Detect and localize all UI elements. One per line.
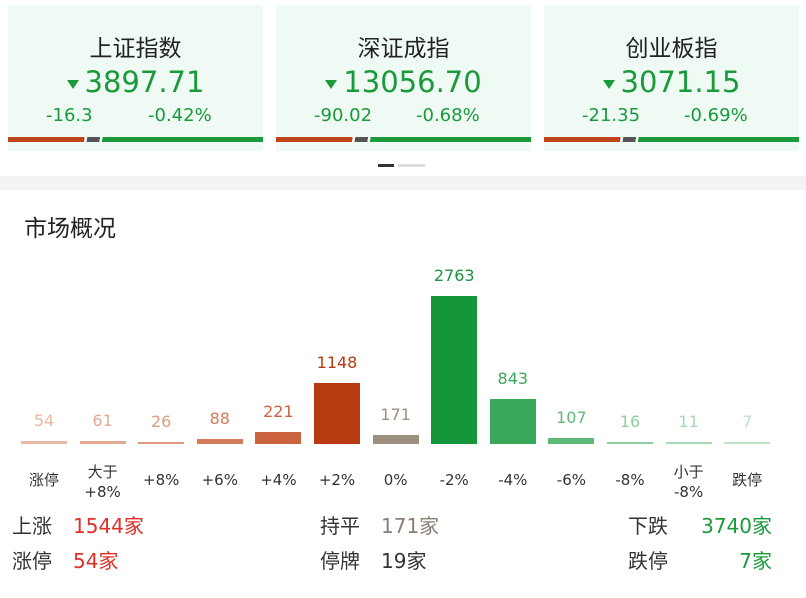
- bar: [431, 296, 478, 444]
- bar: [607, 442, 653, 444]
- index-name: 上证指数: [89, 36, 182, 62]
- bar: [255, 432, 302, 444]
- ratio-bar: [8, 137, 263, 142]
- bar: [372, 434, 419, 444]
- value-label: 26: [151, 412, 172, 431]
- index-value: 13056.70: [276, 65, 531, 99]
- section-title: 市场概况: [24, 216, 116, 242]
- index-card[interactable]: 创业板指 3071.15 -21.35 -0.69%: [544, 5, 799, 151]
- bar: [196, 439, 243, 444]
- category-label: +2%: [318, 471, 356, 489]
- index-name: 创业板指: [625, 36, 718, 62]
- index-pct: -0.42%: [148, 105, 212, 126]
- category-label: -4%: [498, 471, 528, 489]
- category-label: -6%: [556, 471, 586, 489]
- value-label: 7: [742, 412, 753, 431]
- summary-label: 下跌: [628, 514, 668, 538]
- bar: [724, 442, 771, 444]
- index-change: -16.3: [46, 105, 93, 126]
- category-label: 涨停: [28, 471, 59, 489]
- summary-label: 跌停: [628, 549, 668, 573]
- summary-value: 7家: [739, 549, 772, 573]
- summary-value: 54家: [73, 549, 119, 573]
- index-value: 3071.15: [544, 65, 799, 99]
- summary-label: 停牌: [320, 549, 360, 573]
- value-label: 16: [619, 412, 641, 431]
- category-label: +4%: [260, 471, 297, 489]
- bar: [79, 440, 126, 444]
- value-label: 107: [556, 408, 587, 428]
- index-name: 深证成指: [357, 36, 450, 62]
- value-label: 61: [92, 410, 113, 430]
- bar: [314, 382, 360, 444]
- category-label: 小于 -8%: [673, 463, 704, 501]
- summary-value: 1544家: [73, 514, 144, 538]
- value-label: 11: [678, 412, 699, 431]
- page-dot: [378, 164, 394, 167]
- value-label: 1148: [316, 352, 358, 372]
- category-label: +6%: [201, 471, 238, 489]
- summary-value: 171家: [381, 514, 440, 538]
- value-label: 843: [497, 368, 529, 388]
- value-label: 54: [33, 411, 55, 431]
- summary-label: 上涨: [12, 514, 52, 538]
- index-card[interactable]: 深证成指 13056.70 -90.02 -0.68%: [276, 5, 531, 151]
- bar: [548, 438, 595, 444]
- value-label: 221: [263, 402, 294, 422]
- category-label: -8%: [615, 471, 645, 489]
- index-change: -21.35: [582, 105, 641, 126]
- page-dot: [398, 164, 425, 167]
- summary-value: 3740家: [701, 514, 772, 538]
- index-value: 3897.71: [8, 65, 263, 99]
- value-label: 2763: [433, 266, 475, 285]
- category-label: 跌停: [732, 471, 763, 489]
- value-label: 171: [380, 404, 411, 424]
- bar: [665, 442, 712, 444]
- category-label: 0%: [383, 471, 408, 489]
- index-pct: -0.68%: [416, 105, 480, 126]
- ratio-bar: [544, 137, 799, 142]
- bar: [138, 442, 185, 444]
- bar: [21, 441, 67, 444]
- bar: [489, 398, 536, 444]
- index-pct: -0.69%: [684, 105, 748, 126]
- value-label: 88: [209, 409, 230, 429]
- summary-label: 涨停: [12, 549, 52, 573]
- summary-value: 19家: [381, 549, 427, 573]
- summary-label: 持平: [320, 514, 360, 538]
- index-card[interactable]: 上证指数 3897.71 -16.3 -0.42%: [8, 5, 263, 151]
- index-change: -90.02: [314, 105, 373, 126]
- ratio-bar: [276, 137, 531, 142]
- category-label: -2%: [439, 471, 469, 489]
- category-label: +8%: [143, 471, 180, 489]
- separator: [0, 176, 806, 190]
- category-label: 大于 +8%: [84, 463, 121, 501]
